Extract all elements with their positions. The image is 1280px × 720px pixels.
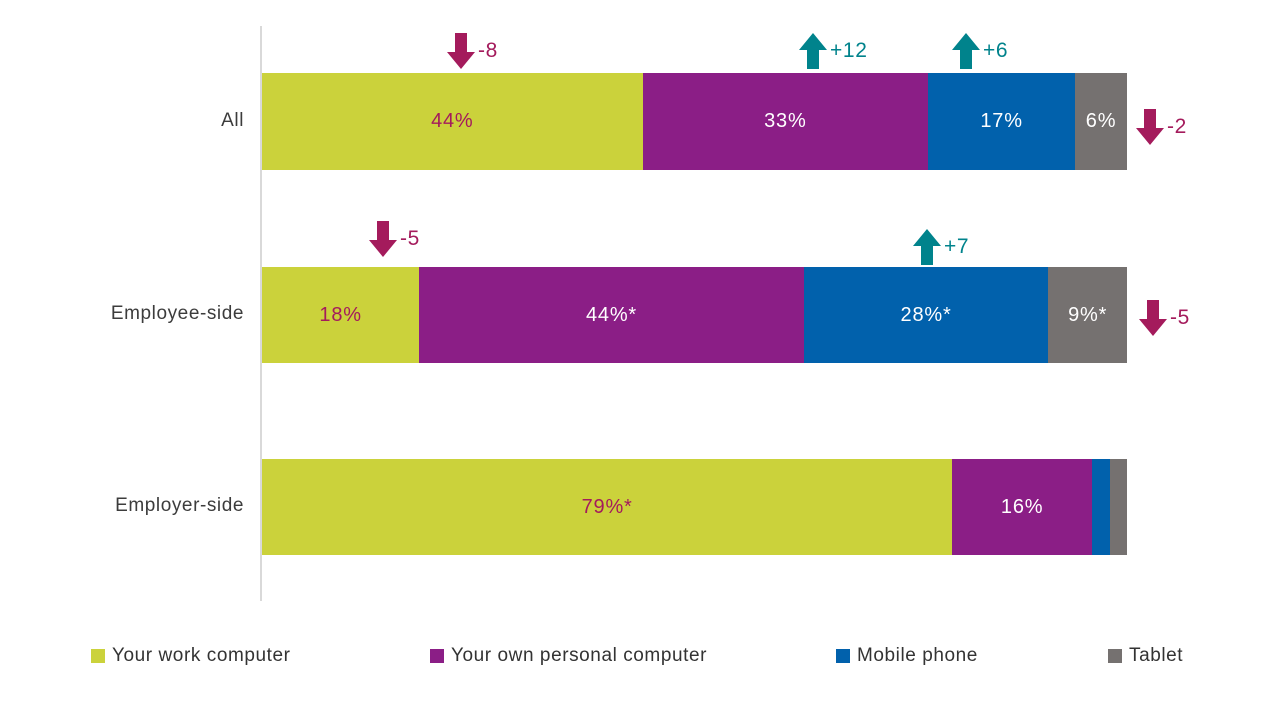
change-value: +6 xyxy=(983,39,1009,62)
data-label: 6% xyxy=(1085,110,1117,132)
change-value: +7 xyxy=(944,235,970,258)
arrow-down-icon xyxy=(1136,109,1164,145)
segment: 18% xyxy=(262,267,420,363)
category-label-employer-side: Employer-side xyxy=(115,495,244,516)
data-label: 18% xyxy=(319,303,362,326)
change-annotation: +7 xyxy=(913,229,969,265)
change-value: -5 xyxy=(400,227,420,250)
arrow-down-icon xyxy=(1139,300,1167,336)
change-annotation: +6 xyxy=(952,33,1008,69)
segment: 33% xyxy=(642,73,929,170)
change-value: +12 xyxy=(830,39,868,62)
category-label-all: All xyxy=(221,109,244,131)
legend-item: Mobile phone xyxy=(836,645,978,667)
change-annotation: -8 xyxy=(447,33,498,69)
change-value: -5 xyxy=(1170,306,1190,329)
bar-employer-side: 79%* 16% xyxy=(262,459,1127,555)
change-value: -2 xyxy=(1167,115,1187,138)
legend-label: Mobile phone xyxy=(857,645,978,666)
segment: 28%* xyxy=(803,267,1049,363)
data-label: 44% xyxy=(431,110,474,132)
legend-item: Tablet xyxy=(1108,645,1183,667)
arrow-up-icon xyxy=(952,33,980,69)
segment: 44% xyxy=(262,73,643,170)
legend-swatch-icon xyxy=(836,649,850,663)
segment xyxy=(1109,459,1127,555)
data-label: 17% xyxy=(980,110,1023,132)
data-label: 44%* xyxy=(585,303,637,326)
change-annotation: -2 xyxy=(1136,109,1187,145)
segment: 79%* xyxy=(262,459,953,555)
segment xyxy=(1092,459,1110,555)
change-value: -8 xyxy=(478,39,498,62)
category-label-employee-side: Employee-side xyxy=(110,303,244,324)
y-axis-line xyxy=(260,26,262,601)
legend-swatch-icon xyxy=(1108,649,1122,663)
legend-item: Your own personal computer xyxy=(430,645,707,667)
segment: 9%* xyxy=(1048,267,1127,363)
data-label: 33% xyxy=(764,110,807,132)
arrow-down-icon xyxy=(447,33,475,69)
arrow-down-icon xyxy=(369,221,397,257)
change-annotation: +12 xyxy=(799,33,868,69)
legend-swatch-icon xyxy=(430,649,444,663)
data-label: 9%* xyxy=(1068,303,1108,326)
segment: 16% xyxy=(952,459,1093,555)
data-label: 16% xyxy=(1000,495,1044,518)
legend-item: Your work computer xyxy=(91,645,291,667)
segment: 6% xyxy=(1075,73,1127,170)
arrow-up-icon xyxy=(799,33,827,69)
data-label: 79%* xyxy=(581,495,633,518)
change-annotation: -5 xyxy=(369,221,420,257)
change-annotation: -5 xyxy=(1139,300,1190,336)
legend-swatch-icon xyxy=(91,649,105,663)
data-label: 28%* xyxy=(900,303,952,326)
arrow-up-icon xyxy=(913,229,941,265)
segment: 17% xyxy=(928,73,1076,170)
legend-label: Your work computer xyxy=(112,645,291,666)
legend-label: Your own personal computer xyxy=(451,645,707,666)
bar-employee-side: 18% 44%* 28%* 9%* xyxy=(262,267,1127,363)
bar-all: 44% 33% 17% 6% xyxy=(262,73,1127,170)
segment: 44%* xyxy=(419,267,804,363)
legend-label: Tablet xyxy=(1129,645,1184,666)
